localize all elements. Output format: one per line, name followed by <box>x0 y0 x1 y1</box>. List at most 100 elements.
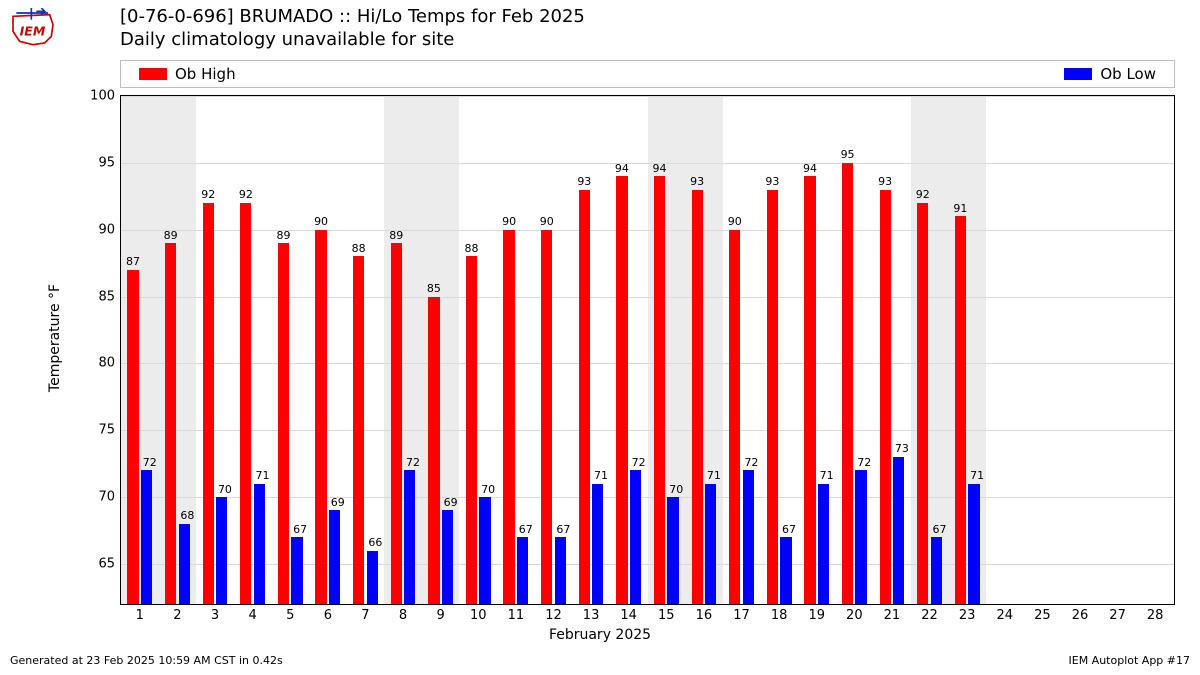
high-bar <box>503 230 514 604</box>
high-value-label: 92 <box>239 188 253 201</box>
iem-logo: IEM <box>8 8 58 48</box>
low-value-label: 72 <box>744 456 758 469</box>
svg-text:IEM: IEM <box>20 24 46 39</box>
y-axis-label: Temperature °F <box>47 283 63 391</box>
high-value-label: 88 <box>464 242 478 255</box>
high-value-label: 88 <box>352 242 366 255</box>
low-bar <box>630 470 641 604</box>
chart-title: [0-76-0-696] BRUMADO :: Hi/Lo Temps for … <box>120 6 585 51</box>
legend-item-low: Ob Low <box>1064 65 1156 83</box>
low-value-label: 71 <box>707 469 721 482</box>
plot-area: 6570758085909510012345678910111213141516… <box>120 95 1175 605</box>
low-value-label: 70 <box>669 483 683 496</box>
ytick-label: 100 <box>90 89 115 104</box>
low-value-label: 66 <box>368 536 382 549</box>
low-value-label: 67 <box>293 523 307 536</box>
legend-swatch-low <box>1064 68 1092 80</box>
high-bar <box>165 243 176 604</box>
title-line2: Daily climatology unavailable for site <box>120 29 585 52</box>
low-bar <box>367 551 378 604</box>
low-bar <box>517 537 528 604</box>
low-value-label: 73 <box>895 442 909 455</box>
high-value-label: 91 <box>953 202 967 215</box>
high-value-label: 90 <box>314 215 328 228</box>
low-bar <box>555 537 566 604</box>
low-value-label: 68 <box>180 509 194 522</box>
high-bar <box>203 203 214 604</box>
low-value-label: 67 <box>556 523 570 536</box>
high-bar <box>240 203 251 604</box>
high-value-label: 93 <box>690 175 704 188</box>
high-value-label: 94 <box>615 162 629 175</box>
high-value-label: 89 <box>164 229 178 242</box>
legend-label-high: Ob High <box>175 65 236 83</box>
xtick-label: 2 <box>173 608 181 623</box>
low-value-label: 69 <box>331 496 345 509</box>
xtick-label: 16 <box>696 608 713 623</box>
high-bar <box>579 190 590 604</box>
high-value-label: 87 <box>126 255 140 268</box>
high-value-label: 93 <box>577 175 591 188</box>
xtick-label: 13 <box>583 608 600 623</box>
legend-item-high: Ob High <box>139 65 236 83</box>
low-value-label: 71 <box>256 469 270 482</box>
footer-left: Generated at 23 Feb 2025 10:59 AM CST in… <box>10 654 283 667</box>
low-bar <box>291 537 302 604</box>
xtick-label: 4 <box>248 608 256 623</box>
low-value-label: 71 <box>594 469 608 482</box>
low-bar <box>667 497 678 604</box>
high-value-label: 89 <box>276 229 290 242</box>
xtick-label: 12 <box>545 608 562 623</box>
high-bar <box>353 256 364 604</box>
low-value-label: 72 <box>406 456 420 469</box>
xtick-label: 27 <box>1109 608 1126 623</box>
low-bar <box>141 470 152 604</box>
xtick-label: 5 <box>286 608 294 623</box>
low-bar <box>216 497 227 604</box>
xtick-label: 24 <box>996 608 1013 623</box>
high-bar <box>391 243 402 604</box>
legend-swatch-high <box>139 68 167 80</box>
x-axis-label: February 2025 <box>549 627 651 643</box>
xtick-label: 14 <box>620 608 637 623</box>
xtick-label: 20 <box>846 608 863 623</box>
low-value-label: 70 <box>481 483 495 496</box>
xtick-label: 9 <box>437 608 445 623</box>
low-bar <box>479 497 490 604</box>
legend: Ob High Ob Low <box>120 60 1175 88</box>
high-value-label: 94 <box>803 162 817 175</box>
ytick-label: 70 <box>98 490 115 505</box>
high-bar <box>692 190 703 604</box>
xtick-label: 22 <box>921 608 938 623</box>
xtick-label: 25 <box>1034 608 1051 623</box>
ytick-label: 75 <box>98 423 115 438</box>
low-value-label: 72 <box>632 456 646 469</box>
low-bar <box>179 524 190 604</box>
ytick-label: 65 <box>98 556 115 571</box>
low-bar <box>855 470 866 604</box>
high-bar <box>278 243 289 604</box>
low-value-label: 72 <box>857 456 871 469</box>
low-bar <box>968 484 979 604</box>
low-value-label: 69 <box>444 496 458 509</box>
high-bar <box>917 203 928 604</box>
low-bar <box>818 484 829 604</box>
ytick-label: 80 <box>98 356 115 371</box>
xtick-label: 11 <box>508 608 525 623</box>
low-bar <box>404 470 415 604</box>
xtick-label: 21 <box>884 608 901 623</box>
high-bar <box>729 230 740 604</box>
high-value-label: 90 <box>502 215 516 228</box>
legend-label-low: Ob Low <box>1100 65 1156 83</box>
high-value-label: 85 <box>427 282 441 295</box>
high-bar <box>616 176 627 604</box>
high-bar <box>428 297 439 604</box>
xtick-label: 7 <box>361 608 369 623</box>
xtick-label: 15 <box>658 608 675 623</box>
xtick-label: 18 <box>771 608 788 623</box>
high-value-label: 92 <box>916 188 930 201</box>
high-bar <box>880 190 891 604</box>
low-value-label: 67 <box>932 523 946 536</box>
low-value-label: 67 <box>782 523 796 536</box>
high-value-label: 95 <box>841 148 855 161</box>
